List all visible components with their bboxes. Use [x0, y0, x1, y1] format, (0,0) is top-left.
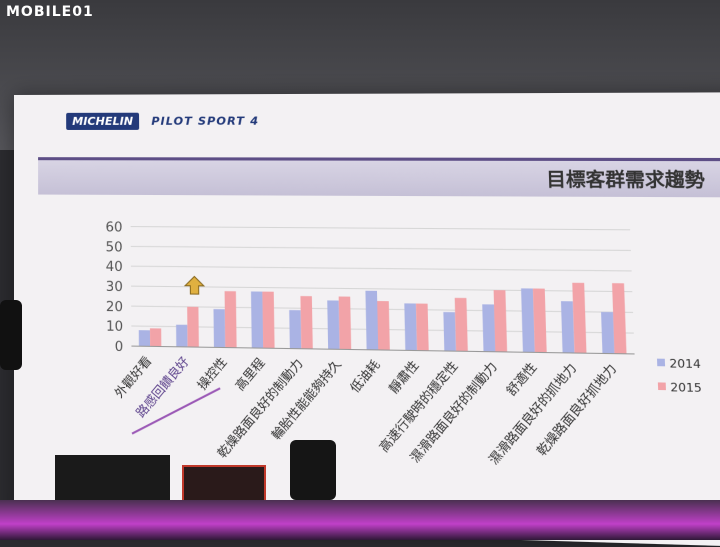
- legend-swatch-2015: [658, 382, 666, 390]
- bar-2014: [521, 288, 535, 352]
- legend-label-2015: 2015: [670, 380, 702, 395]
- bar-2014: [601, 312, 614, 354]
- bar-2015: [455, 298, 468, 351]
- legend-label-2014: 2014: [669, 357, 701, 372]
- bar-2014: [139, 330, 150, 346]
- bar-2014: [289, 310, 301, 349]
- bar-2014: [482, 304, 495, 351]
- bar-2015: [300, 296, 312, 349]
- y-tick-label: 0: [115, 340, 124, 356]
- bar-2015: [612, 283, 626, 354]
- gridline: [131, 266, 632, 271]
- bar-2014: [327, 300, 339, 349]
- bar-2014: [251, 291, 263, 348]
- gridline: [131, 227, 630, 230]
- y-tick-label: 20: [106, 300, 123, 316]
- bar-2014: [213, 309, 225, 347]
- bar-2015: [572, 283, 586, 353]
- stage-floor: [0, 500, 720, 540]
- bar-2014: [443, 312, 456, 351]
- bar-2015: [339, 297, 352, 350]
- x-tick-label: 靜肅性: [386, 358, 422, 397]
- presenter-figure: [0, 300, 22, 370]
- stage-light: [290, 440, 336, 500]
- x-tick-label: 操控性: [194, 354, 230, 393]
- bar-2015: [150, 328, 161, 346]
- bar-2014: [365, 291, 378, 350]
- bar-2015: [187, 307, 199, 347]
- y-tick-label: 10: [106, 319, 123, 335]
- bar-2015: [262, 292, 274, 349]
- bar-2015: [377, 301, 390, 350]
- gridline: [131, 286, 632, 292]
- y-tick-label: 60: [106, 220, 123, 235]
- x-tick-label: 低油耗: [347, 357, 383, 396]
- bar-2015: [225, 291, 237, 348]
- bar-2015: [494, 290, 508, 352]
- y-tick-label: 50: [106, 240, 123, 256]
- gridline: [131, 246, 631, 250]
- x-tick-label: 高里程: [232, 355, 268, 394]
- bar-2014: [176, 325, 187, 347]
- y-tick-label: 30: [106, 280, 123, 296]
- y-tick-label: 40: [106, 260, 123, 276]
- x-tick-label: 舒適性: [503, 360, 540, 399]
- bar-2014: [404, 303, 417, 350]
- bar-2015: [533, 289, 547, 353]
- legend-swatch-2014: [657, 359, 665, 367]
- watermark: MOBILE01: [6, 4, 94, 20]
- bar-2015: [416, 304, 429, 351]
- x-tick-label: 輪胎性能能夠持久: [268, 356, 345, 443]
- up-arrow-icon: [185, 276, 204, 294]
- bar-2014: [561, 301, 575, 353]
